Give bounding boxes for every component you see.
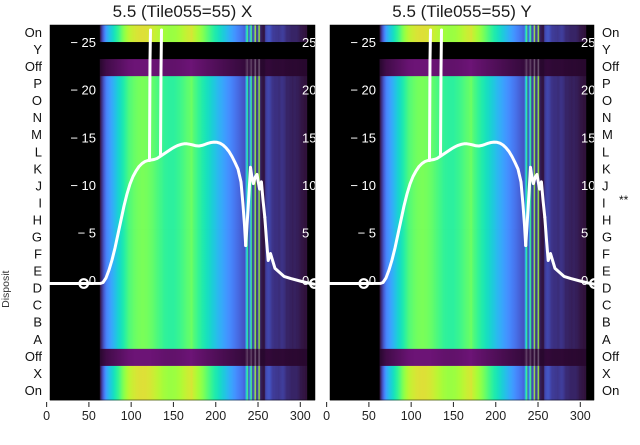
svg-text:− 15: − 15: [350, 130, 376, 145]
svg-text:− 25: − 25: [70, 35, 96, 50]
svg-text:**: **: [619, 193, 629, 207]
svg-text:F: F: [34, 247, 42, 262]
svg-text:− 20: − 20: [350, 83, 376, 98]
svg-text:N: N: [602, 110, 611, 125]
svg-text:20: 20: [302, 83, 316, 98]
svg-text:Disposit: Disposit: [0, 270, 12, 307]
svg-text:C: C: [33, 298, 42, 313]
svg-text:150: 150: [443, 409, 464, 423]
svg-text:300: 300: [570, 409, 591, 423]
svg-text:J: J: [602, 178, 609, 193]
svg-text:15: 15: [581, 130, 595, 145]
svg-text:− 15: − 15: [70, 130, 96, 145]
svg-text:20: 20: [581, 83, 595, 98]
svg-text:A: A: [33, 332, 42, 347]
svg-text:0: 0: [323, 409, 330, 423]
svg-text:F: F: [602, 247, 610, 262]
svg-text:Off: Off: [602, 349, 619, 364]
svg-text:Y: Y: [33, 42, 42, 57]
svg-text:L: L: [602, 144, 609, 159]
svg-text:On: On: [25, 383, 42, 398]
svg-text:E: E: [33, 264, 42, 279]
svg-text:On: On: [602, 383, 619, 398]
svg-text:5.5 (Tile055=55) Y: 5.5 (Tile055=55) Y: [392, 2, 531, 21]
svg-text:I: I: [38, 195, 42, 210]
svg-text:− 10: − 10: [350, 178, 376, 193]
svg-text:I: I: [602, 195, 606, 210]
svg-text:On: On: [602, 25, 619, 40]
svg-text:0: 0: [369, 273, 376, 288]
svg-text:H: H: [33, 212, 42, 227]
svg-text:0: 0: [89, 273, 96, 288]
svg-text:− 25: − 25: [350, 35, 376, 50]
svg-text:D: D: [602, 281, 611, 296]
svg-text:15: 15: [302, 130, 316, 145]
svg-text:N: N: [33, 110, 42, 125]
svg-text:10: 10: [581, 178, 595, 193]
svg-text:D: D: [33, 281, 42, 296]
svg-text:B: B: [602, 315, 611, 330]
svg-text:150: 150: [163, 409, 184, 423]
svg-text:50: 50: [362, 409, 376, 423]
svg-text:B: B: [33, 315, 42, 330]
svg-text:250: 250: [248, 409, 269, 423]
svg-text:Off: Off: [25, 59, 42, 74]
svg-text:− 20: − 20: [70, 83, 96, 98]
svg-text:M: M: [31, 127, 42, 142]
svg-text:100: 100: [401, 409, 422, 423]
svg-text:A: A: [602, 332, 611, 347]
svg-text:C: C: [602, 298, 611, 313]
svg-text:O: O: [602, 93, 612, 108]
svg-text:G: G: [602, 230, 612, 245]
svg-text:200: 200: [205, 409, 226, 423]
svg-text:K: K: [602, 161, 611, 176]
svg-text:J: J: [36, 178, 43, 193]
svg-text:− 10: − 10: [70, 178, 96, 193]
svg-text:On: On: [25, 25, 42, 40]
svg-text:300: 300: [290, 409, 311, 423]
svg-text:X: X: [33, 366, 42, 381]
svg-text:25: 25: [581, 35, 595, 50]
svg-text:25: 25: [302, 35, 316, 50]
svg-text:5.5 (Tile055=55) X: 5.5 (Tile055=55) X: [113, 2, 253, 21]
svg-text:O: O: [32, 93, 42, 108]
svg-text:Off: Off: [602, 59, 619, 74]
svg-text:E: E: [602, 264, 611, 279]
svg-text:− 5: − 5: [358, 225, 376, 240]
svg-text:0: 0: [581, 273, 588, 288]
svg-text:P: P: [602, 76, 611, 91]
svg-text:Off: Off: [25, 349, 42, 364]
svg-text:5: 5: [302, 225, 309, 240]
svg-text:Y: Y: [602, 42, 611, 57]
svg-text:5: 5: [581, 225, 588, 240]
svg-text:250: 250: [528, 409, 549, 423]
svg-text:X: X: [602, 366, 611, 381]
svg-text:M: M: [602, 127, 613, 142]
svg-text:50: 50: [82, 409, 96, 423]
svg-text:L: L: [35, 144, 42, 159]
svg-text:200: 200: [485, 409, 506, 423]
svg-text:G: G: [32, 230, 42, 245]
svg-text:0: 0: [43, 409, 50, 423]
svg-text:K: K: [33, 161, 42, 176]
svg-text:− 5: − 5: [78, 225, 96, 240]
svg-text:0: 0: [302, 273, 309, 288]
svg-text:P: P: [33, 76, 42, 91]
svg-text:100: 100: [121, 409, 142, 423]
svg-text:10: 10: [302, 178, 316, 193]
svg-text:H: H: [602, 212, 611, 227]
